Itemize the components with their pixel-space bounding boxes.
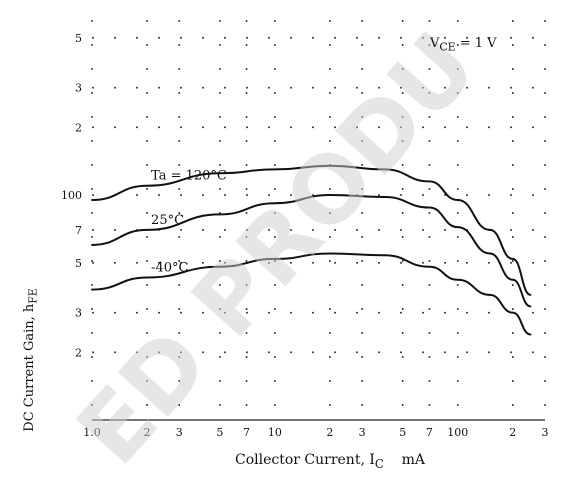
data-point <box>384 254 386 257</box>
series-label: Ta = 120°C <box>151 169 227 184</box>
test-condition: VCE = 1 V <box>430 36 497 54</box>
data-point <box>146 184 148 187</box>
data-point <box>511 258 514 260</box>
y-tick-label: 7 <box>75 224 82 237</box>
watermark: ED PRODU <box>57 13 497 479</box>
x-tick-label: 3 <box>542 426 549 439</box>
x-axis-label-text: Collector Current, I <box>234 452 375 468</box>
data-point <box>456 278 459 281</box>
y-tick-label: 5 <box>75 257 82 270</box>
x-axis-unit: mA <box>401 452 425 468</box>
data-point <box>384 168 386 171</box>
x-tick-label: 2 <box>509 426 516 439</box>
y-tick-label: 100 <box>61 189 82 202</box>
data-point <box>91 244 93 246</box>
y-tick-label: 5 <box>75 32 82 45</box>
condition-symbol: V <box>430 36 440 51</box>
condition-subscript: CE <box>439 40 456 54</box>
series-label: -40°C <box>151 260 188 275</box>
data-point <box>91 288 93 291</box>
x-tick-label: 3 <box>176 426 183 439</box>
x-axis-label-subscript: C <box>374 456 384 471</box>
x-tick-label: 7 <box>243 426 250 439</box>
data-point <box>273 202 276 205</box>
y-axis-label-subscript: FE <box>26 288 40 304</box>
y-tick-label: 3 <box>75 307 82 320</box>
data-point <box>428 265 431 268</box>
data-point <box>273 258 276 260</box>
x-tick-label: 5 <box>216 426 223 439</box>
series-line <box>91 252 531 336</box>
y-tick-label: 3 <box>75 82 82 95</box>
condition-value: = 1 V <box>459 36 497 51</box>
data-point <box>146 228 148 231</box>
x-tick-label: 2 <box>144 426 151 439</box>
x-axis-label: Collector Current, IC mA <box>160 452 500 471</box>
data-point <box>146 276 148 279</box>
data-point <box>511 311 514 314</box>
y-tick-label: 2 <box>75 346 82 359</box>
data-point <box>428 180 431 183</box>
y-axis-label: DC Current Gain, hFE <box>22 240 42 480</box>
data-point <box>529 293 532 296</box>
data-point <box>91 199 93 201</box>
data-point <box>529 333 532 336</box>
series-label: 25°C <box>151 213 184 228</box>
y-axis-label-text: DC Current Gain, h <box>22 303 37 432</box>
data-point <box>489 252 491 255</box>
x-tick-label: 10 <box>268 426 282 439</box>
series-line <box>91 194 531 308</box>
x-tick-label: 3 <box>359 426 366 439</box>
data-point <box>428 206 431 209</box>
data-point <box>489 228 491 231</box>
data-point <box>511 278 514 281</box>
y-tick-label: 2 <box>75 121 82 134</box>
data-point <box>456 199 459 201</box>
data-point <box>529 305 532 308</box>
x-tick-label: 100 <box>447 426 468 439</box>
data-point <box>489 293 491 296</box>
data-point <box>329 164 331 167</box>
data-point <box>456 226 459 229</box>
data-point <box>273 168 276 171</box>
series-line <box>91 164 531 296</box>
x-tick-label: 5 <box>399 426 406 439</box>
x-tick-label: 7 <box>426 426 433 439</box>
data-point <box>329 194 331 196</box>
data-point <box>218 172 221 175</box>
data-point <box>329 252 331 255</box>
data-point <box>218 265 221 268</box>
data-point <box>218 213 221 216</box>
data-point <box>384 196 386 198</box>
x-tick-label: 2 <box>326 426 333 439</box>
x-tick-label: 1.0 <box>83 426 101 439</box>
